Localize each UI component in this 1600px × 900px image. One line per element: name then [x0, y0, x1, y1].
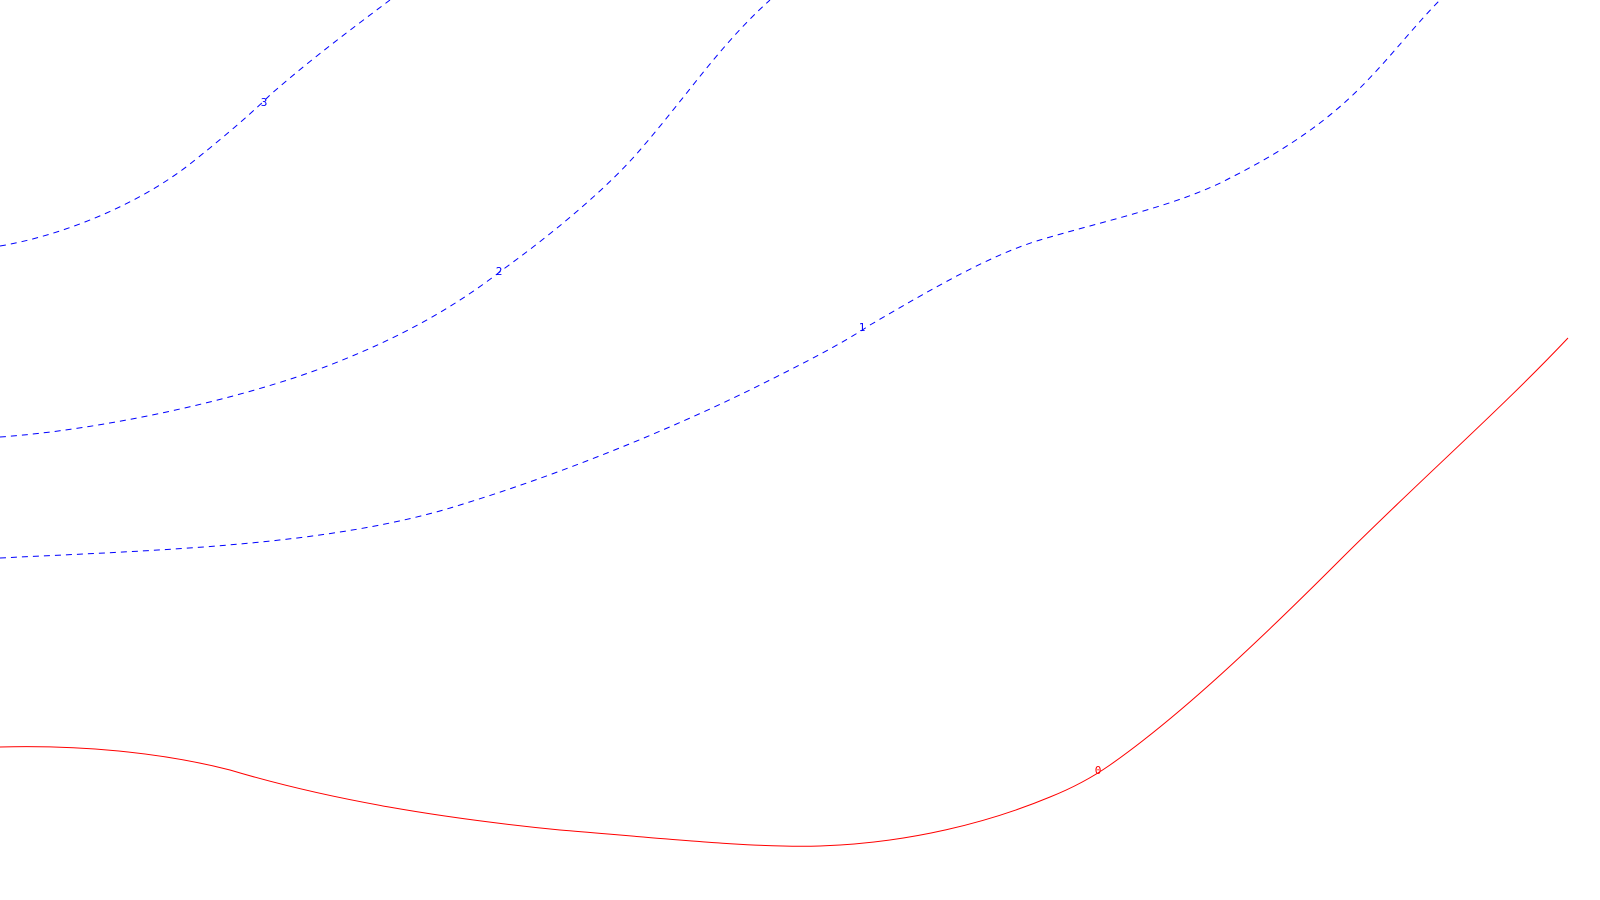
contour-label-level-2: 2 [496, 265, 503, 278]
contour-label-level-1: 1 [859, 321, 866, 334]
contour-label-level-3: 3 [261, 96, 268, 109]
contour-label-level-0: 0 [1095, 764, 1102, 777]
contour-line-level-1 [0, 0, 1441, 559]
contour-line-level-0 [0, 337, 1569, 847]
